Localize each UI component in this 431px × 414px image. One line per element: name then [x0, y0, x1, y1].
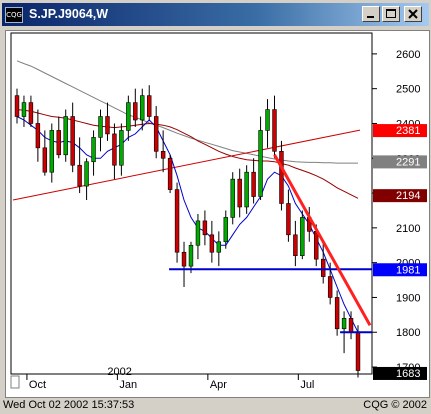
- candle-body: [209, 234, 215, 253]
- candle-body: [126, 102, 131, 131]
- status-copyright: CQG © 2002: [363, 399, 427, 411]
- axis-corner-box: [10, 375, 20, 389]
- y-tick-label: 2600: [396, 49, 420, 61]
- y-tick-label: 1900: [396, 292, 420, 304]
- candle-body: [202, 220, 208, 236]
- price-tag-label: 2291: [396, 156, 420, 168]
- price-tag: [373, 155, 427, 169]
- candle-body: [119, 130, 124, 166]
- minimize-icon: [367, 16, 374, 18]
- candle-body: [314, 231, 319, 260]
- candle-body: [188, 244, 194, 267]
- candle-body: [14, 95, 20, 117]
- candle-body: [174, 189, 180, 253]
- y-tick-label: 2100: [396, 223, 420, 235]
- candles: [14, 85, 361, 378]
- y-axis: 1700180019002000210022002300240025002600: [372, 49, 420, 374]
- candle-body: [133, 102, 138, 121]
- candle-body: [70, 116, 75, 166]
- x-axis: Oct Jan Apr Jul 2002: [10, 366, 314, 391]
- chart-lines: [12, 60, 361, 333]
- candle-body: [84, 161, 89, 187]
- ma-blue-line: [16, 116, 359, 333]
- maximize-button[interactable]: [382, 6, 400, 22]
- status-bar: Wed Oct 02 2002 15:37:53 CQG © 2002: [0, 397, 431, 414]
- candle-body: [77, 164, 82, 187]
- price-tag: [373, 263, 427, 277]
- ma-gray-line: [16, 60, 358, 164]
- candle-body: [237, 178, 242, 208]
- candle-body: [251, 171, 256, 197]
- candle-body: [341, 318, 347, 330]
- candle-body: [112, 133, 117, 166]
- candle-body: [98, 116, 103, 138]
- candle-body: [348, 318, 354, 333]
- candle-body: [286, 203, 291, 236]
- chart-area[interactable]: 1700180019002000210022002300240025002600…: [5, 30, 430, 398]
- candle-body: [223, 217, 228, 243]
- candle-body: [230, 178, 235, 218]
- price-tag: [373, 189, 427, 203]
- candle-body: [265, 109, 270, 131]
- price-tag: [373, 366, 427, 380]
- price-tag-label: 2194: [396, 190, 420, 202]
- candle-body: [216, 241, 222, 253]
- candle-body: [21, 102, 27, 117]
- candle-body: [56, 130, 61, 156]
- cqg-app-icon[interactable]: CQG: [5, 7, 23, 23]
- candle-body: [105, 116, 110, 135]
- y-tick-label: 1800: [396, 327, 420, 339]
- close-button[interactable]: [404, 6, 422, 22]
- candle-body: [355, 331, 361, 371]
- price-tag-label: 1981: [396, 264, 420, 276]
- candle-body: [293, 234, 298, 256]
- x-tick-label: Apr: [210, 379, 227, 391]
- x-tick-label: Jul: [300, 379, 314, 391]
- candle-body: [334, 297, 340, 330]
- year-label: 2002: [107, 366, 131, 378]
- candle-body: [28, 102, 34, 124]
- candle-body: [272, 109, 277, 152]
- candle-body: [244, 171, 249, 208]
- candle-body: [327, 276, 333, 298]
- candle-body: [300, 217, 305, 256]
- candle-body: [147, 95, 152, 117]
- candle-body: [49, 130, 55, 173]
- price-tags: 2381 2291 2194 1981 1683: [373, 124, 427, 380]
- candle-body: [63, 116, 68, 156]
- minimize-button[interactable]: [362, 6, 380, 22]
- candle-body: [258, 130, 263, 197]
- x-tick-label: Jan: [119, 379, 137, 391]
- candle-body: [279, 151, 284, 204]
- plot-border: [10, 32, 373, 375]
- candle-body: [181, 251, 187, 267]
- candle-body: [160, 151, 166, 159]
- price-tag: [373, 124, 427, 138]
- candle-body: [140, 95, 145, 121]
- price-tag-label: 2381: [396, 125, 420, 137]
- candle-body: [91, 137, 96, 163]
- maximize-icon: [386, 9, 396, 18]
- close-icon: [408, 9, 418, 19]
- downtrend-line: [273, 154, 372, 327]
- y-tick-label: 2500: [396, 84, 420, 96]
- price-chart[interactable]: 1700180019002000210022002300240025002600…: [6, 31, 429, 397]
- price-tag-label: 1683: [396, 368, 420, 380]
- candle-body: [42, 147, 48, 173]
- chart-grid: [10, 32, 373, 375]
- candle-body: [195, 220, 201, 246]
- title-bar[interactable]: CQG S.JP.J9064,W: [2, 3, 429, 26]
- candle-body: [320, 258, 326, 277]
- candle-body: [35, 123, 41, 149]
- candle-body: [167, 157, 173, 190]
- window-title: S.JP.J9064,W: [29, 7, 108, 21]
- candle-body: [153, 116, 159, 152]
- trend-lines: [169, 154, 372, 334]
- rising-trendline: [12, 129, 361, 201]
- ma-darkred-line: [16, 109, 359, 199]
- x-tick-label: Oct: [29, 379, 46, 391]
- status-timestamp: Wed Oct 02 2002 15:37:53: [3, 399, 135, 411]
